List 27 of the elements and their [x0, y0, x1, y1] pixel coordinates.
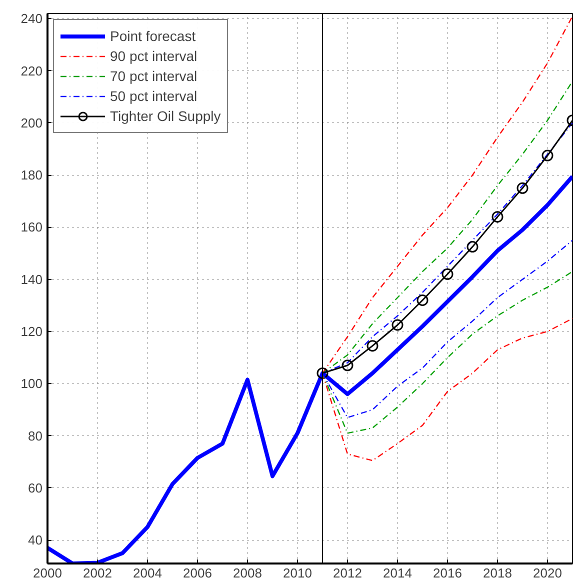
x-tick-label: 2008	[233, 566, 262, 580]
y-tick-label: 100	[20, 376, 43, 392]
legend-label: 70 pct interval	[110, 68, 198, 84]
x-tick-label: 2002	[83, 566, 112, 580]
legend-label: 90 pct interval	[110, 48, 198, 64]
x-tick-label: 2012	[333, 566, 362, 580]
x-tick-label: 2016	[433, 566, 462, 580]
x-tick-label: 2014	[383, 566, 412, 580]
y-tick-label: 140	[20, 272, 43, 287]
y-tick-label: 160	[20, 220, 43, 235]
y-tick-label: 200	[20, 115, 43, 130]
y-tick-label: 40	[28, 532, 43, 548]
x-tick-label: 2020	[533, 566, 562, 580]
y-tick-label: 180	[20, 168, 43, 183]
x-tick-label: 2010	[283, 566, 312, 580]
x-tick-label: 2000	[33, 566, 62, 580]
y-tick-label: 220	[20, 63, 43, 78]
y-tick-label: 240	[20, 11, 43, 26]
legend-label: Tighter Oil Supply	[110, 108, 221, 124]
y-tick-label: 60	[28, 480, 43, 496]
legend-label: 50 pct interval	[110, 88, 198, 104]
x-tick-label: 2006	[183, 566, 212, 580]
y-tick-label: 80	[28, 428, 43, 444]
x-tick-label: 2004	[133, 566, 162, 580]
y-tick-label: 120	[20, 324, 43, 340]
x-tick-label: 2018	[483, 566, 512, 580]
legend-label: Point forecast	[110, 28, 196, 44]
